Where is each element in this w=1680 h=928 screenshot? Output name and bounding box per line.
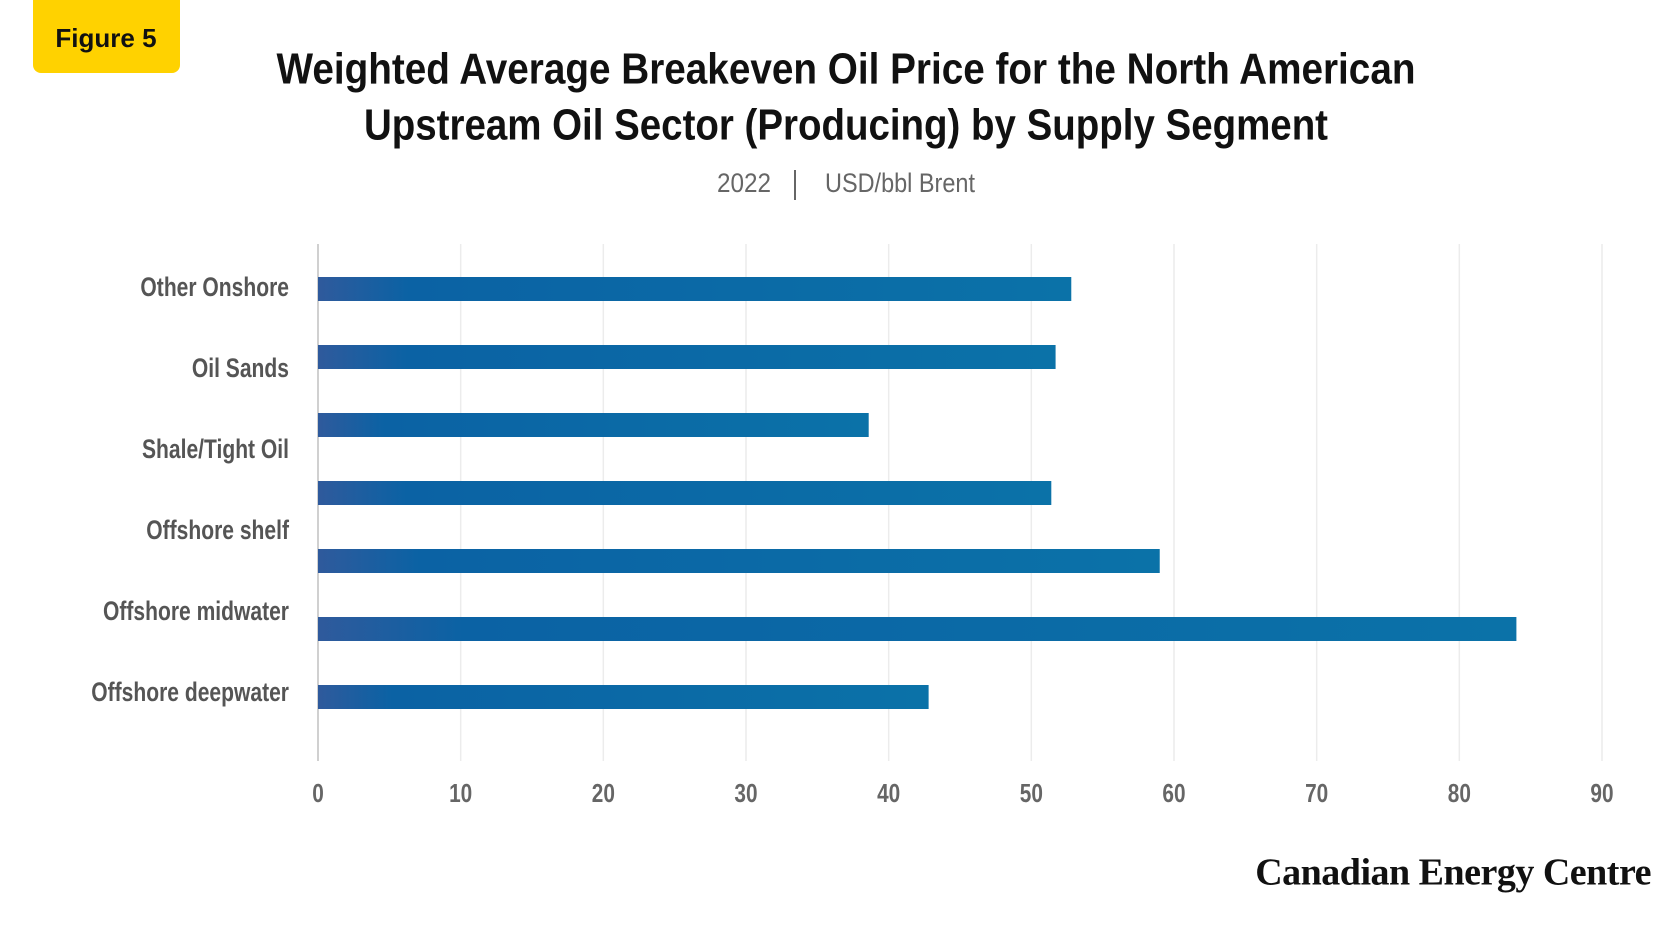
subtitle: 2022 xyxy=(717,168,771,198)
bar xyxy=(318,617,1517,641)
x-tick-label: 20 xyxy=(592,779,615,808)
y-tick-label: Offshore deepwater xyxy=(91,678,289,708)
subtitle: USD/bbl Brent xyxy=(825,168,975,198)
badge-box xyxy=(33,0,180,73)
bar xyxy=(318,413,869,437)
x-tick-label: 10 xyxy=(449,779,472,808)
y-tick-label: Other Onshore xyxy=(140,273,289,303)
y-tick-label: Oil Sands xyxy=(192,354,289,384)
bar xyxy=(318,481,1052,505)
x-tick-label: 0 xyxy=(312,779,324,808)
bar xyxy=(318,345,1056,369)
bar xyxy=(318,549,1160,573)
x-tick-label: 60 xyxy=(1162,779,1185,808)
chart-title: Weighted Average Breakeven Oil Price for… xyxy=(277,45,1416,94)
y-tick-label: Shale/Tight Oil xyxy=(142,435,289,465)
x-tick-label: 80 xyxy=(1448,779,1471,808)
badge: Figure 5 xyxy=(55,23,156,53)
x-tick-label: 70 xyxy=(1305,779,1328,808)
x-tick-label: 90 xyxy=(1590,779,1613,808)
bar xyxy=(318,685,929,709)
y-tick-label: Offshore shelf xyxy=(146,516,290,546)
x-tick-label: 50 xyxy=(1020,779,1043,808)
x-tick-label: 40 xyxy=(877,779,900,808)
footer-brand: Canadian Energy Centre xyxy=(1255,852,1651,894)
x-tick-label: 30 xyxy=(734,779,757,808)
y-tick-label: Offshore midwater xyxy=(103,597,289,627)
bar xyxy=(318,277,1072,301)
chart-title: Upstream Oil Sector (Producing) by Suppl… xyxy=(364,101,1328,150)
